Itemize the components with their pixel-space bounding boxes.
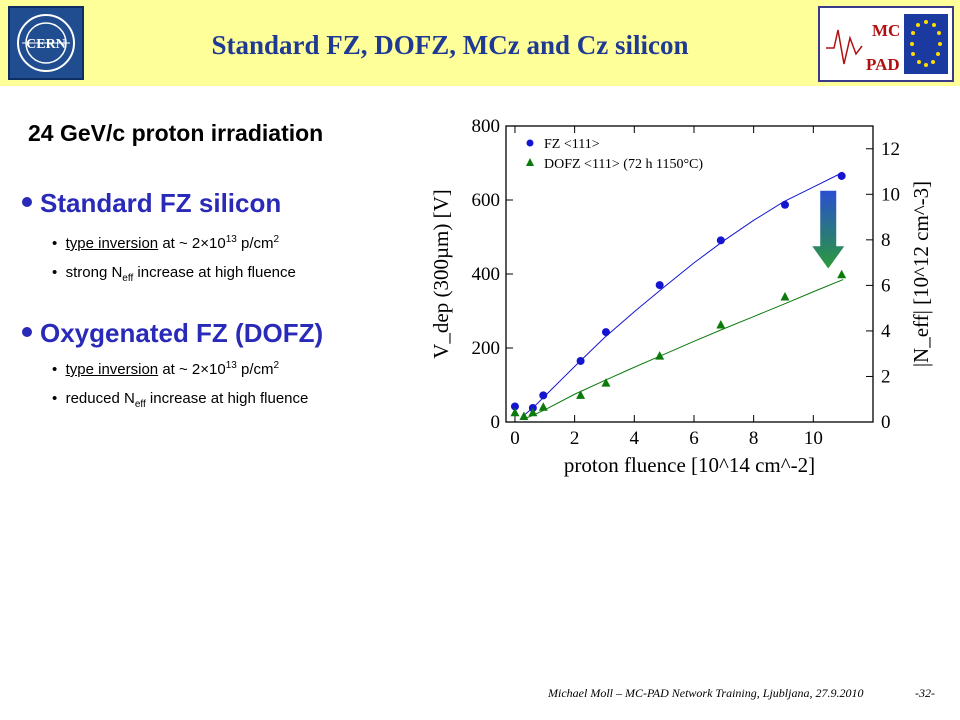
section-title-text: Oxygenated FZ (DOFZ) [40, 318, 324, 348]
data-point-fz [837, 171, 846, 180]
data-point-dofz [510, 407, 520, 417]
bullet-text: strong N [65, 264, 123, 281]
bullet-dot-icon [22, 197, 32, 208]
bullet-sup-tail: 2 [273, 234, 280, 245]
page-title: Standard FZ, DOFZ, MCz and Cz silicon [211, 30, 689, 60]
x-tick-label: 2 [570, 428, 580, 449]
header-bar [0, 0, 960, 86]
y-tick-label: 200 [472, 338, 501, 359]
bullet-text: reduced N [65, 390, 135, 407]
y-tick-label: 600 [472, 190, 501, 211]
x-tick-label: 0 [510, 428, 520, 449]
data-point-dofz [538, 402, 548, 411]
down-arrow-icon [812, 190, 845, 269]
bullet-text-tail: increase at high fluence [145, 390, 309, 407]
x-tick-label: 8 [749, 428, 759, 449]
data-point-fz [655, 281, 664, 290]
data-point-dofz [780, 291, 790, 301]
subheading: 24 GeV/c proton irradiation [28, 120, 324, 146]
y2-tick-label: 8 [881, 230, 891, 251]
x-tick-label: 10 [804, 428, 823, 449]
footer-text: Michael Moll – MC-PAD Network Training, … [548, 686, 864, 700]
legend-marker [526, 158, 534, 166]
bullet-text-tail: increase at high fluence [133, 264, 296, 281]
y-tick-label: 400 [472, 264, 501, 285]
fit-line-0 [523, 171, 844, 416]
bullet-text: at ~ 2×10 [158, 361, 226, 378]
bullet-sub: eff [134, 399, 146, 410]
data-point-dofz [716, 320, 726, 329]
y2-tick-label: 4 [881, 321, 891, 342]
x-tick-label: 4 [630, 428, 640, 449]
y2-axis-label: |N_eff| [10^12 cm^-3] [909, 181, 933, 367]
y2-tick-label: 6 [881, 275, 891, 296]
bullet-text: at ~ 2×10 [158, 235, 226, 252]
data-point-fz [510, 402, 519, 411]
data-point-dofz [528, 407, 538, 417]
mcpad-logo-pad: PAD [866, 55, 900, 74]
data-point-fz [576, 356, 585, 365]
section-title-text: Standard FZ silicon [40, 188, 282, 218]
section-title-standard-fz: Standard FZ silicon [22, 188, 281, 219]
y-tick-label: 0 [491, 412, 501, 433]
y-tick-label: 800 [472, 116, 501, 137]
page-number: -32- [915, 686, 935, 700]
mcpad-logo: MC PAD [818, 6, 954, 82]
mcpad-logo-mc: MC [872, 21, 900, 40]
bullet-text-tail: p/cm [236, 361, 274, 378]
data-point-dofz [655, 351, 665, 360]
bullet-sup: 13 [225, 360, 237, 371]
bullet-sup-tail: 2 [273, 360, 280, 371]
legend-label: DOFZ <111> (72 h 1150°C) [544, 157, 703, 172]
data-point-fz [780, 200, 789, 209]
data-point-dofz [519, 411, 529, 420]
data-point-dofz [837, 269, 847, 279]
chart-svg: 0 2 4 6 8 10 0 200 400 600 800 0 2 4 6 8 10 12 proton flue… [429, 116, 933, 477]
data-point-dofz [601, 378, 611, 387]
y2-tick-label: 12 [881, 139, 900, 160]
x-axis-label: proton fluence [10^14 cm^-2] [564, 453, 815, 477]
fluence-chart: 0 2 4 6 8 10 0 200 400 600 800 0 2 4 6 8 10 12 proton flue… [418, 110, 948, 485]
y2-tick-label: 0 [881, 412, 891, 433]
bullet-item: • reduced Neff increase at high fluence [52, 390, 309, 410]
bullet-sup: 13 [225, 234, 237, 245]
data-point-fz [716, 236, 725, 245]
data-point-dofz [576, 390, 586, 399]
bullet-sub: eff [122, 273, 134, 284]
bullet-underlined-text: type inversion [65, 235, 159, 252]
bullet-item: • type inversion at ~ 2×1013 p/cm2 [52, 234, 280, 252]
cern-logo-text: CERN [26, 37, 66, 52]
bullet-item: • type inversion at ~ 2×1013 p/cm2 [52, 360, 280, 378]
bullet-text-tail: p/cm [236, 235, 274, 252]
bullet-item: • strong Neff increase at high fluence [52, 264, 296, 284]
fit-line-1 [523, 279, 844, 420]
legend-label: FZ <111> [544, 137, 600, 152]
cern-logo: CERN [8, 6, 84, 80]
eu-stars-icon [910, 20, 942, 67]
x-tick-label: 6 [689, 428, 699, 449]
y-axis-label: V_dep (300µm) [V] [429, 189, 453, 359]
bullet-dot-icon [22, 327, 32, 338]
bullet-underlined-text: type inversion [65, 361, 159, 378]
data-point-fz [601, 328, 610, 337]
data-point-fz [539, 391, 548, 400]
legend-marker [526, 139, 534, 147]
y2-tick-label: 2 [881, 366, 891, 387]
y2-tick-label: 10 [881, 184, 900, 205]
section-title-dofz: Oxygenated FZ (DOFZ) [22, 318, 323, 349]
